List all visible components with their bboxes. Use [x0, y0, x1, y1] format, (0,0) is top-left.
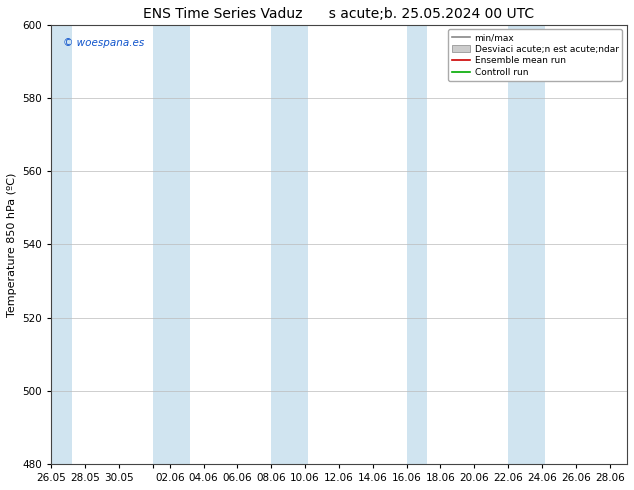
Y-axis label: Temperature 850 hPa (ºC): Temperature 850 hPa (ºC) [7, 172, 17, 317]
Title: ENS Time Series Vaduz      s acute;b. 25.05.2024 00 UTC: ENS Time Series Vaduz s acute;b. 25.05.2… [143, 7, 534, 21]
Bar [271, 25, 309, 464]
Bar [51, 25, 72, 464]
Text: © woespana.es: © woespana.es [63, 38, 144, 48]
Legend: min/max, Desviaci acute;n est acute;ndar, Ensemble mean run, Controll run: min/max, Desviaci acute;n est acute;ndar… [448, 29, 622, 81]
Bar [406, 25, 427, 464]
Bar [508, 25, 545, 464]
Bar [153, 25, 190, 464]
